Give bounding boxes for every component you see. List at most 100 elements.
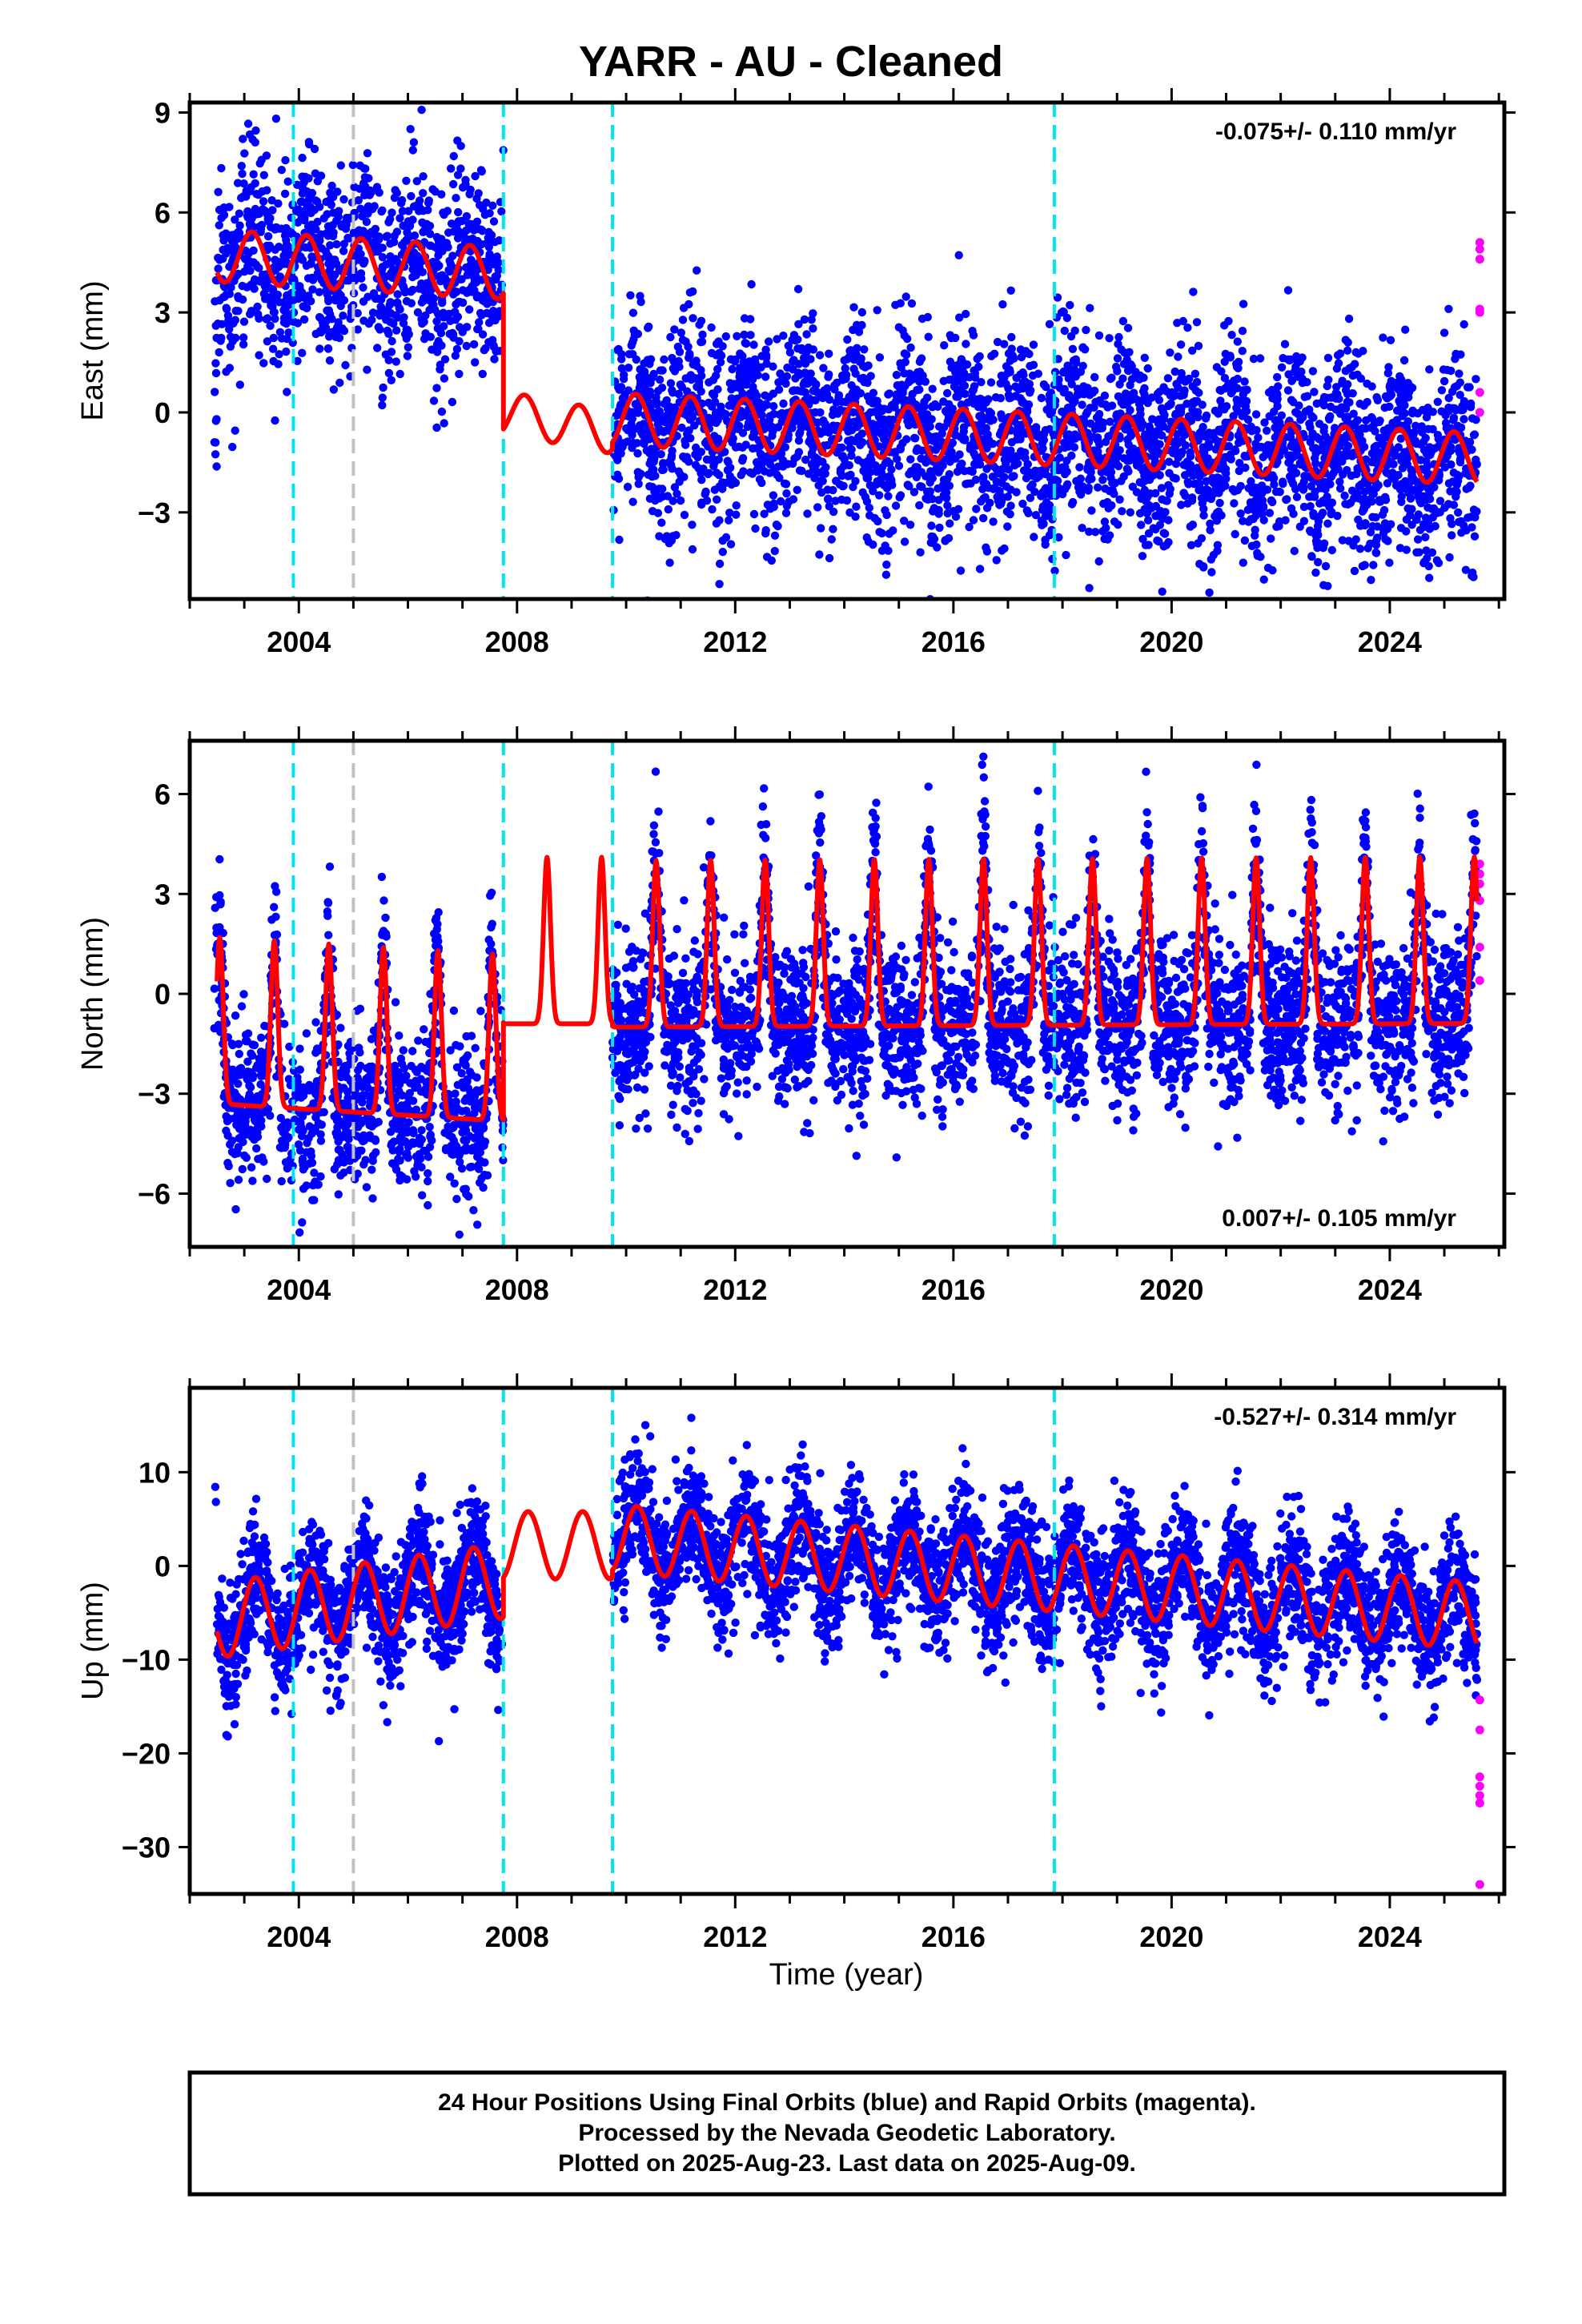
- final-orbit-point: [1238, 347, 1247, 356]
- final-orbit-point: [1273, 390, 1282, 399]
- final-orbit-point: [428, 303, 437, 312]
- final-orbit-point: [636, 380, 645, 388]
- final-orbit-point: [1309, 413, 1318, 422]
- final-orbit-point: [271, 416, 279, 425]
- final-orbit-point: [1399, 356, 1409, 365]
- final-orbit-point: [222, 229, 231, 238]
- final-orbit-point: [834, 392, 843, 402]
- final-orbit-point: [1103, 403, 1112, 412]
- final-orbit-point: [1117, 345, 1126, 354]
- final-orbit-point: [1004, 465, 1014, 474]
- final-orbit-point: [475, 225, 484, 234]
- final-orbit-point: [1345, 398, 1354, 407]
- final-orbit-point: [354, 195, 363, 205]
- final-orbit-point: [669, 364, 677, 373]
- final-orbit-point: [1086, 304, 1094, 312]
- final-orbit-point: [480, 346, 488, 355]
- final-orbit-point: [315, 344, 324, 353]
- final-orbit-point: [377, 872, 387, 882]
- final-orbit-point: [1465, 383, 1474, 392]
- final-orbit-point: [968, 327, 977, 336]
- final-orbit-point: [913, 444, 922, 453]
- final-orbit-point: [1038, 521, 1046, 529]
- final-orbit-point: [251, 138, 259, 147]
- final-orbit-point: [1211, 406, 1220, 416]
- final-orbit-point: [1085, 584, 1094, 593]
- final-orbit-point: [212, 415, 221, 424]
- final-orbit-point: [1162, 497, 1170, 505]
- final-orbit-point: [693, 382, 701, 392]
- final-orbit-point: [390, 193, 400, 203]
- final-orbit-point: [1178, 316, 1188, 326]
- final-orbit-point: [1425, 573, 1434, 582]
- final-orbit-point: [1299, 502, 1309, 512]
- final-orbit-point: [1472, 507, 1481, 516]
- final-orbit-point: [412, 177, 421, 186]
- final-orbit-point: [1123, 425, 1133, 434]
- final-orbit-point: [865, 511, 874, 520]
- final-orbit-point: [412, 201, 421, 210]
- final-orbit-point: [1162, 541, 1171, 549]
- final-orbit-point: [924, 332, 933, 341]
- final-orbit-point: [231, 215, 239, 224]
- final-orbit-point: [458, 328, 467, 336]
- final-orbit-point: [724, 458, 733, 467]
- final-orbit-point: [1144, 541, 1153, 549]
- final-orbit-point: [275, 243, 283, 251]
- final-orbit-point: [768, 432, 777, 440]
- final-orbit-point: [1233, 399, 1243, 408]
- final-orbit-point: [1227, 331, 1236, 340]
- final-orbit-point: [1186, 448, 1195, 457]
- final-orbit-point: [453, 136, 462, 145]
- final-orbit-point: [1367, 457, 1376, 467]
- final-orbit-point: [1298, 374, 1307, 384]
- final-orbit-point: [319, 322, 328, 331]
- final-orbit-point: [1118, 316, 1128, 326]
- final-orbit-point: [448, 397, 457, 407]
- final-orbit-point: [960, 381, 970, 390]
- final-orbit-point: [476, 166, 486, 175]
- final-orbit-point: [1456, 378, 1465, 387]
- final-orbit-point: [1200, 493, 1209, 501]
- final-orbit-point: [662, 396, 671, 405]
- final-orbit-point: [1156, 506, 1165, 516]
- final-orbit-point: [1344, 314, 1354, 324]
- final-orbit-point: [240, 149, 249, 158]
- final-orbit-point: [1247, 427, 1256, 436]
- final-orbit-point: [773, 335, 781, 344]
- final-orbit-point: [1381, 535, 1390, 544]
- final-orbit-point: [304, 174, 313, 183]
- final-orbit-point: [1425, 365, 1434, 374]
- rapid-orbit-point: [1475, 388, 1484, 397]
- final-orbit-point: [259, 359, 268, 368]
- final-orbit-point: [446, 316, 455, 325]
- final-orbit-point: [653, 387, 663, 396]
- final-orbit-point: [1042, 383, 1050, 392]
- final-orbit-point: [453, 171, 463, 179]
- final-orbit-point: [1183, 324, 1192, 332]
- final-orbit-point: [371, 235, 380, 245]
- final-orbit-point: [1275, 487, 1284, 497]
- final-orbit-point: [297, 215, 306, 224]
- final-orbit-point: [1005, 365, 1014, 374]
- final-orbit-point: [697, 316, 706, 325]
- final-orbit-point: [871, 461, 880, 470]
- final-orbit-point: [322, 252, 331, 261]
- final-orbit-point: [1446, 446, 1456, 456]
- final-orbit-point: [283, 241, 292, 251]
- final-orbit-point: [1407, 521, 1416, 529]
- final-orbit-point: [1347, 363, 1356, 372]
- final-orbit-point: [328, 273, 337, 283]
- final-orbit-point: [1086, 419, 1095, 428]
- final-orbit-point: [1348, 371, 1358, 380]
- final-orbit-point: [662, 411, 671, 420]
- final-orbit-point: [681, 440, 690, 449]
- final-orbit-point: [1067, 500, 1077, 509]
- final-orbit-point: [1110, 478, 1119, 487]
- final-orbit-point: [454, 207, 463, 217]
- final-orbit-point: [1300, 392, 1309, 401]
- final-orbit-point: [1106, 374, 1115, 384]
- final-orbit-point: [968, 387, 977, 396]
- final-orbit-point: [889, 526, 897, 535]
- final-orbit-point: [884, 492, 893, 501]
